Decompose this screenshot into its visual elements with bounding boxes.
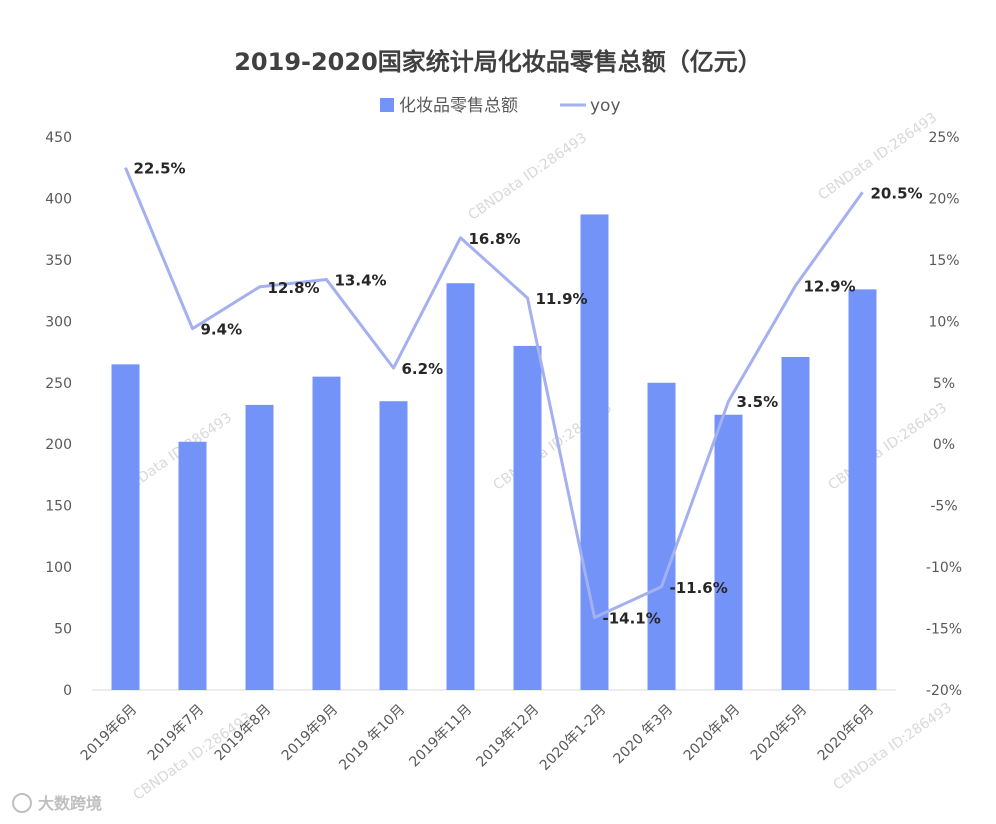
y-right-tick-label: 5%: [933, 376, 955, 392]
yoy-data-label: 12.9%: [804, 278, 856, 296]
yoy-data-label: 6.2%: [402, 360, 444, 378]
y-left-tick-label: 450: [45, 130, 72, 146]
watermark-text: CBNData ID:286493: [825, 400, 950, 494]
bar: [714, 414, 743, 690]
y-right-tick-label: 10%: [928, 314, 959, 330]
yoy-data-label: 3.5%: [737, 393, 779, 411]
y-right-tick-label: 20%: [928, 191, 959, 207]
y-right-tick-label: -15%: [926, 622, 962, 638]
bar: [781, 356, 810, 690]
x-tick-label: 2020年1-2月: [537, 702, 609, 774]
y-right-tick-label: 0%: [933, 437, 955, 453]
x-tick-label: 2019年12月: [473, 702, 542, 771]
yoy-data-label: 20.5%: [871, 184, 923, 202]
y-right-tick-label: -5%: [930, 499, 957, 515]
yoy-data-label: -11.6%: [670, 579, 728, 597]
x-tick-label: 2020 年3月: [611, 702, 677, 768]
x-tick-label: 2019年11月: [406, 702, 475, 771]
bar: [379, 401, 408, 690]
watermark-text: CBNData ID:286493: [830, 700, 955, 794]
y-left-tick-label: 50: [54, 622, 72, 638]
y-left-tick-label: 0: [63, 683, 72, 699]
legend-bar-label: 化妆品零售总额: [399, 96, 518, 116]
legend-line-label: yoy: [590, 96, 621, 116]
x-tick-label: 2020年4月: [681, 702, 744, 765]
bar: [848, 289, 877, 690]
yoy-line: [124, 167, 864, 619]
x-tick-label: 2019年6月: [78, 702, 141, 765]
y-right-tick-label: -10%: [926, 560, 962, 576]
y-left-tick-label: 200: [45, 437, 72, 453]
legend-bar-swatch: [380, 98, 394, 112]
y-left-tick-label: 150: [45, 499, 72, 515]
bar: [245, 404, 274, 690]
yoy-data-label: 11.9%: [536, 290, 588, 308]
y-right-tick-label: 15%: [928, 253, 959, 269]
logo-text: 大数跨境: [38, 794, 102, 813]
y-left-tick-label: 300: [45, 314, 72, 330]
yoy-data-label: 12.8%: [268, 279, 320, 297]
y-left-tick-label: 100: [45, 560, 72, 576]
yoy-data-label: 9.4%: [201, 321, 243, 339]
y-left-tick-label: 250: [45, 376, 72, 392]
y-left-tick-label: 400: [45, 191, 72, 207]
watermark-text: CBNData ID:286493: [465, 130, 590, 224]
bar: [111, 364, 140, 690]
bar: [446, 283, 475, 690]
bar: [178, 441, 207, 690]
y-right-tick-label: -20%: [926, 683, 962, 699]
bar: [513, 345, 542, 690]
yoy-data-label: 13.4%: [335, 272, 387, 290]
x-tick-label: 2019 年10月: [336, 702, 408, 774]
bar: [312, 376, 341, 690]
yoy-data-label: 22.5%: [134, 160, 186, 178]
bar: [647, 382, 676, 690]
chart-title: 2019-2020国家统计局化妆品零售总额（亿元）: [234, 48, 762, 76]
x-tick-label: 2020年5月: [748, 702, 811, 765]
x-tick-label: 2019年9月: [279, 702, 342, 765]
logo-icon: [12, 793, 32, 813]
y-right-tick-label: 25%: [928, 130, 959, 146]
yoy-data-label: -14.1%: [603, 609, 661, 627]
y-left-tick-label: 350: [45, 253, 72, 269]
yoy-data-label: 16.8%: [469, 230, 521, 248]
